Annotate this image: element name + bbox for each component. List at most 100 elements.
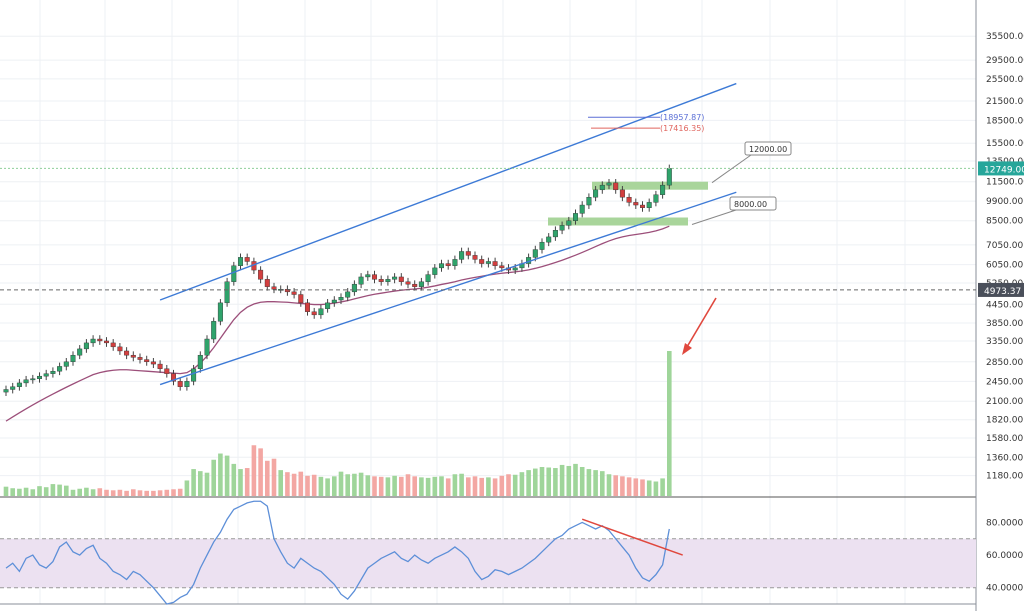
upper-channel-line — [159, 82, 737, 301]
candle-body — [579, 204, 585, 214]
price-tick-label: 4450.00 — [986, 300, 1023, 310]
volume-bar — [646, 480, 652, 496]
candle-body — [170, 373, 176, 382]
last-price-label: 12749.00 — [984, 165, 1024, 175]
candle-body — [425, 274, 431, 282]
candle-body — [492, 261, 498, 266]
volume-bar — [90, 489, 96, 496]
volume-bar — [258, 448, 263, 496]
volume-bar — [164, 489, 170, 496]
candle-body — [666, 168, 672, 186]
volume-bar — [318, 476, 324, 496]
candle-body — [432, 267, 438, 275]
candle-body — [452, 259, 458, 266]
volume-bar — [338, 471, 344, 496]
volume-bar — [425, 477, 431, 496]
volume-bar — [660, 478, 665, 496]
candle-body — [613, 182, 619, 191]
candle-body — [586, 197, 592, 206]
volume-bar — [10, 488, 15, 496]
volume-bar — [157, 490, 163, 496]
candle-body — [110, 342, 116, 348]
volume-bar — [104, 489, 109, 496]
volume-bar — [70, 489, 76, 496]
price-tick-label: 15500.00 — [986, 139, 1024, 149]
volume-bar — [131, 489, 136, 496]
volume-bar — [573, 463, 578, 496]
rsi-divergence-line — [581, 518, 683, 556]
candle-body — [365, 274, 371, 278]
candle-body — [37, 375, 43, 379]
volume-bar — [559, 464, 565, 496]
candle-body — [237, 257, 243, 266]
price-tick-label: 3350.00 — [986, 337, 1023, 347]
candle-body — [318, 308, 324, 316]
volume-bar — [110, 490, 116, 496]
volume-bar — [633, 478, 639, 496]
candle-body — [177, 381, 183, 387]
candle-body — [97, 338, 103, 342]
candle-body — [412, 283, 418, 287]
volume-bar — [432, 476, 438, 496]
candle-body — [331, 299, 337, 304]
moving-average-line — [5, 225, 670, 422]
volume-bar — [345, 474, 350, 496]
candle-body — [599, 184, 605, 191]
volume-bar — [512, 474, 518, 496]
price-tick-label: 1580.00 — [986, 434, 1023, 444]
candle-body — [70, 354, 76, 363]
candle-body — [271, 286, 277, 290]
candle-body — [499, 265, 505, 269]
rsi-band-layer — [0, 538, 976, 589]
volume-bar — [445, 478, 451, 496]
volume-bar — [606, 474, 612, 496]
volume-bar — [412, 476, 417, 496]
volume-bar — [211, 459, 216, 496]
volume-bar — [499, 475, 505, 496]
candle-body — [660, 184, 666, 195]
price-tick-label: 2450.00 — [986, 377, 1023, 387]
callout-connector — [691, 209, 737, 225]
candle-body — [593, 189, 599, 198]
price-tick-label: 18500.00 — [986, 116, 1024, 126]
price-tick-label: 8500.00 — [986, 217, 1023, 227]
volume-bar — [291, 473, 297, 496]
volume-bar — [479, 477, 484, 496]
volume-bar — [177, 488, 183, 496]
rsi-tick-label: 60.0000 — [986, 551, 1023, 561]
volume-bar — [626, 477, 632, 496]
candle-body — [30, 378, 36, 381]
volume-bar — [43, 487, 49, 496]
price-tick-label: 1360.00 — [986, 453, 1023, 463]
volume-bar — [231, 463, 237, 496]
candle-body — [626, 197, 632, 203]
price-tick-label: 3850.00 — [986, 319, 1023, 329]
candle-body — [150, 361, 156, 365]
candle-body — [124, 350, 130, 356]
volume-bar — [352, 473, 357, 496]
candle-body — [191, 368, 197, 382]
volume-bar — [265, 460, 270, 496]
price-tick-label: 11500.00 — [986, 178, 1024, 188]
candle-body — [164, 368, 170, 374]
price-tick-label: 9900.00 — [986, 197, 1023, 207]
volume-bar — [486, 477, 491, 496]
volume-bar — [553, 468, 558, 496]
volume-bar — [124, 490, 129, 496]
volume-bar — [137, 490, 143, 496]
volume-bar — [539, 467, 545, 496]
volume-bar — [392, 475, 397, 496]
volume-bar — [198, 471, 203, 496]
zones-layer — [548, 181, 708, 226]
volume-bar — [593, 470, 598, 496]
volume-bar — [653, 481, 659, 496]
candle-body — [459, 251, 465, 260]
price-tick-label: 25500.00 — [986, 75, 1024, 85]
volume-bar — [204, 472, 210, 496]
volume-bar — [144, 490, 149, 496]
level-badge — [978, 282, 1024, 297]
candle-body — [244, 257, 250, 262]
red-arrow-shaft — [683, 297, 717, 353]
candle-body — [338, 297, 344, 301]
